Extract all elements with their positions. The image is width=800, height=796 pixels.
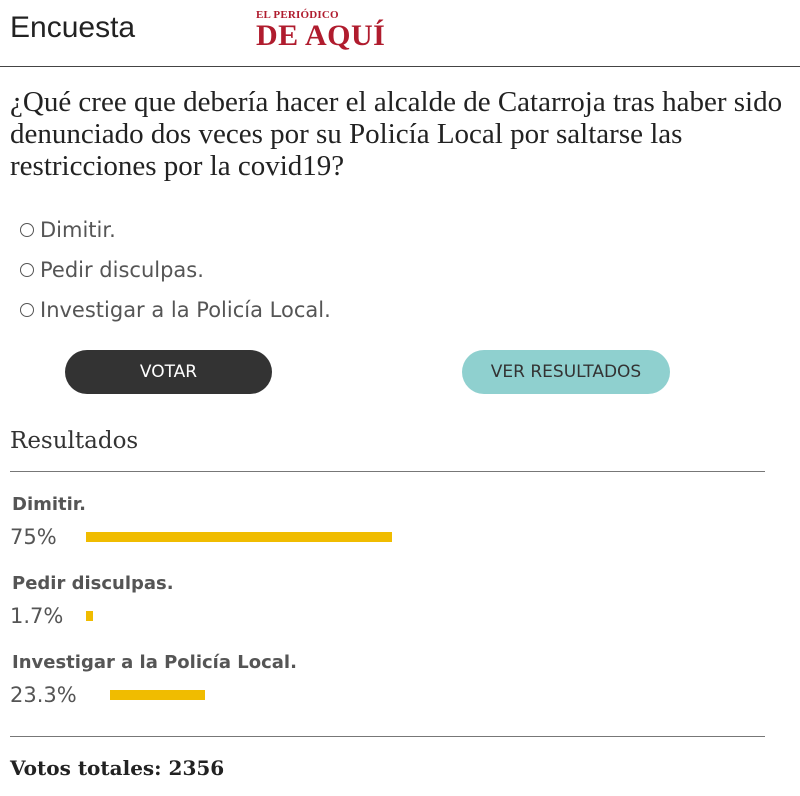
total-votes-value: 2356 [168, 756, 225, 780]
result-label: Dimitir. [12, 494, 86, 515]
radio-button[interactable] [20, 223, 34, 237]
newspaper-logo[interactable]: EL PERIÓDICO DE AQUÍ [256, 9, 385, 51]
result-item: Investigar a la Policía Local. 23.3% [10, 647, 430, 711]
results-title: Resultados [10, 428, 139, 454]
vote-button[interactable]: VOTAR [65, 350, 272, 394]
result-bar [86, 532, 392, 542]
total-votes-label: Votos totales: [10, 756, 162, 780]
view-results-button[interactable]: VER RESULTADOS [462, 350, 670, 394]
poll-header: Encuesta EL PERIÓDICO DE AQUÍ [0, 0, 800, 67]
option-dimitir[interactable]: Dimitir. [20, 210, 331, 250]
radio-button[interactable] [20, 303, 34, 317]
result-bar [110, 690, 206, 700]
option-label: Pedir disculpas. [40, 258, 204, 282]
poll-question: ¿Qué cree que debería hacer el alcalde d… [10, 86, 783, 182]
logo-main-text: DE AQUÍ [256, 19, 386, 52]
radio-button[interactable] [20, 263, 34, 277]
option-pedir-disculpas[interactable]: Pedir disculpas. [20, 250, 331, 290]
result-percent: 75% [10, 525, 57, 549]
total-votes: Votos totales: 2356 [10, 756, 224, 780]
result-label: Investigar a la Policía Local. [12, 652, 297, 673]
result-item: Dimitir. 75% [10, 489, 494, 553]
results-divider-top [10, 471, 765, 472]
result-bar [86, 611, 93, 621]
result-percent: 1.7% [10, 604, 64, 628]
option-investigar[interactable]: Investigar a la Policía Local. [20, 290, 331, 330]
poll-options: Dimitir. Pedir disculpas. Investigar a l… [20, 210, 331, 330]
result-percent: 23.3% [10, 683, 77, 707]
option-label: Dimitir. [40, 218, 116, 242]
result-label: Pedir disculpas. [12, 573, 174, 594]
logo-top-text: EL PERIÓDICO [256, 9, 339, 21]
results-divider-bottom [10, 736, 765, 737]
option-label: Investigar a la Policía Local. [40, 298, 331, 322]
poll-title: Encuesta [10, 11, 136, 44]
result-item: Pedir disculpas. 1.7% [10, 568, 494, 632]
